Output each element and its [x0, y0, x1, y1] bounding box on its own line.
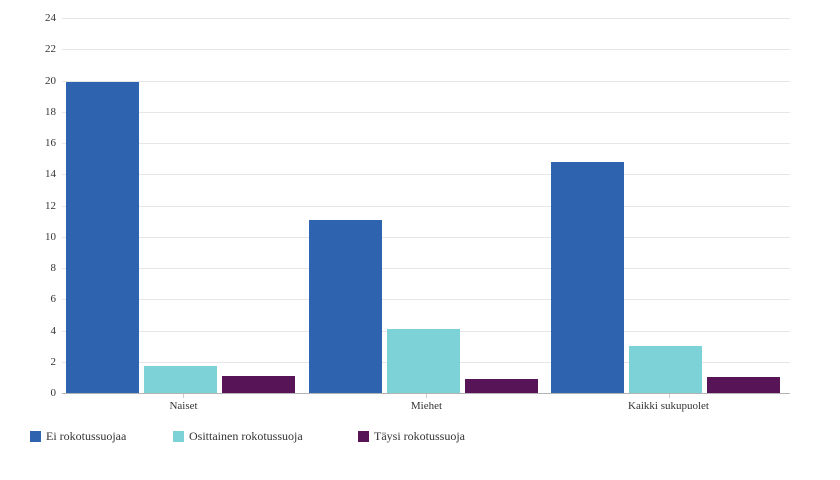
- y-gridline-22: [62, 49, 790, 50]
- y-gridline-6: [62, 299, 790, 300]
- chart-legend: Ei rokotussuojaa Osittainen rokotussuoja T…: [0, 430, 840, 446]
- y-axis-tick-label-16: 16: [45, 137, 56, 149]
- y-gridline-12: [62, 206, 790, 207]
- bar-kaikki-sukupuolet-osittainen-rokotussuoja[interactable]: [629, 346, 702, 393]
- y-axis-tick-label-20: 20: [45, 75, 56, 87]
- y-gridline-10: [62, 237, 790, 238]
- y-axis-tick-label-18: 18: [45, 106, 56, 118]
- bar-naiset-ei-rokotussuojaa[interactable]: [66, 82, 139, 393]
- x-axis-tick-miehet: [426, 394, 427, 398]
- x-axis-category-label-naiset: Naiset: [169, 400, 198, 412]
- legend-item-ei-rokotussuojaa[interactable]: Ei rokotussuojaa: [30, 430, 126, 443]
- y-axis-tick-label-12: 12: [45, 200, 56, 212]
- y-gridline-18: [62, 112, 790, 113]
- y-axis-tick-label-14: 14: [45, 168, 56, 180]
- x-axis-category-label-miehet: Miehet: [410, 400, 443, 412]
- y-axis-tick-label-0: 0: [50, 387, 57, 399]
- y-gridline-20: [62, 81, 790, 82]
- legend-swatch-taysi-rokotussuoja: [358, 431, 369, 442]
- y-axis-tick-label-24: 24: [45, 12, 56, 24]
- legend-item-osittainen-rokotussuoja[interactable]: Osittainen rokotussuoja: [173, 430, 303, 443]
- y-axis-tick-label-10: 10: [45, 231, 56, 243]
- legend-swatch-ei-rokotussuojaa: [30, 431, 41, 442]
- x-axis-line: [62, 393, 790, 394]
- y-gridline-14: [62, 174, 790, 175]
- y-gridline-16: [62, 143, 790, 144]
- bar-naiset-osittainen-rokotussuoja[interactable]: [144, 366, 217, 393]
- y-gridline-8: [62, 268, 790, 269]
- y-axis-tick-label-2: 2: [50, 356, 57, 368]
- y-axis-tick-label-6: 6: [50, 293, 57, 305]
- bar-naiset-taysi-rokotussuoja[interactable]: [222, 376, 295, 393]
- legend-label-ei-rokotussuojaa: Ei rokotussuojaa: [46, 429, 127, 443]
- x-axis-category-label-kaikki-sukupuolet: Kaikki sukupuolet: [628, 400, 709, 412]
- x-axis-tick-kaikki-sukupuolet: [669, 394, 670, 398]
- y-axis-tick-label-4: 4: [50, 325, 57, 337]
- bar-miehet-ei-rokotussuojaa[interactable]: [309, 220, 382, 393]
- legend-item-taysi-rokotussuoja[interactable]: Täysi rokotussuoja: [358, 430, 465, 443]
- legend-swatch-osittainen-rokotussuoja: [173, 431, 184, 442]
- y-axis-tick-label-8: 8: [50, 262, 57, 274]
- bar-kaikki-sukupuolet-ei-rokotussuojaa[interactable]: [551, 162, 624, 393]
- bar-kaikki-sukupuolet-taysi-rokotussuoja[interactable]: [707, 377, 780, 393]
- legend-label-taysi-rokotussuoja: Täysi rokotussuoja: [374, 429, 465, 443]
- bar-miehet-taysi-rokotussuoja[interactable]: [465, 379, 538, 393]
- bar-miehet-osittainen-rokotussuoja[interactable]: [387, 329, 460, 393]
- legend-label-osittainen-rokotussuoja: Osittainen rokotussuoja: [189, 429, 303, 443]
- y-gridline-24: [62, 18, 790, 19]
- x-axis-tick-naiset: [183, 394, 184, 398]
- y-axis-tick-label-22: 22: [45, 43, 56, 55]
